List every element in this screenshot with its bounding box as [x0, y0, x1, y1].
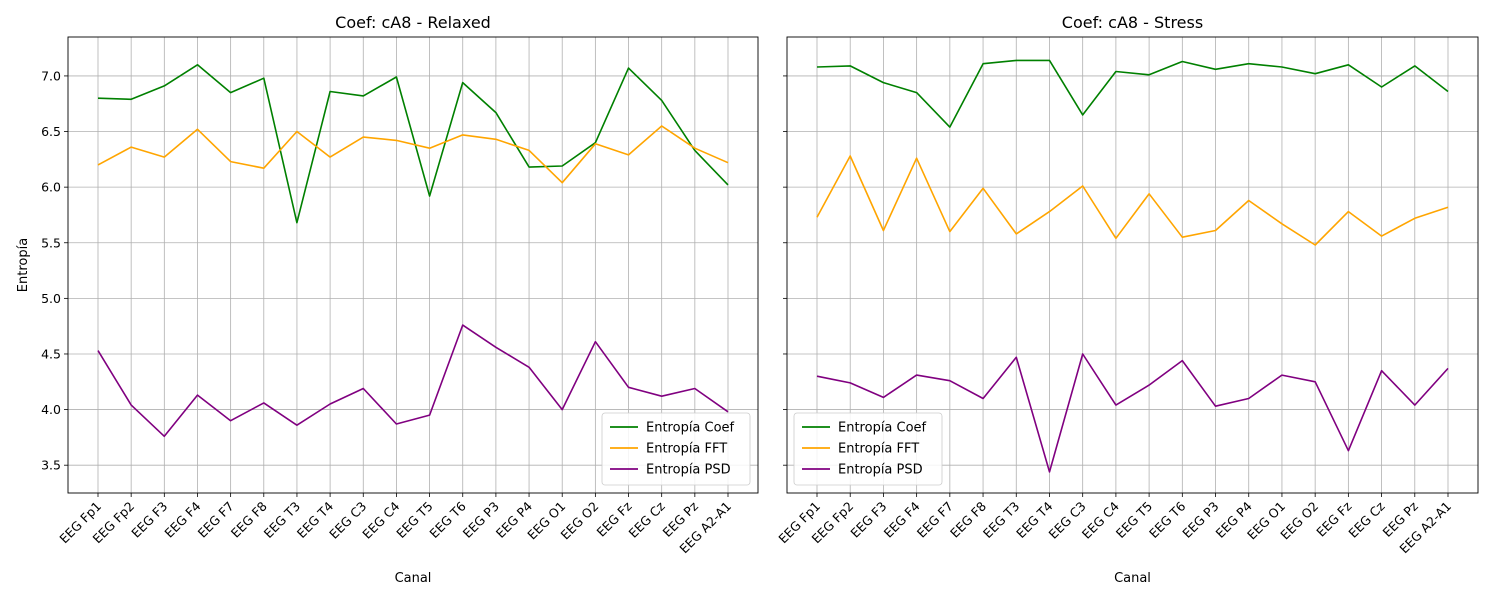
x-tick-label: EEG C4 [359, 498, 402, 541]
y-tick-label: 4.5 [41, 346, 61, 361]
y-tick-label: 5.5 [41, 235, 61, 250]
plot-frame [786, 36, 1479, 494]
x-tick-label: EEG Cz [1345, 498, 1388, 541]
x-tick-label: EEG F7 [914, 499, 956, 541]
series-line-entrop-a-psd [816, 353, 1449, 473]
legend: Entropía Coef Entropía FFT Entropía PSD [601, 412, 751, 486]
x-tick-label: EEG Cz [626, 498, 669, 541]
legend-entry: Entropía FFT [838, 442, 919, 457]
x-tick-label: EEG P3 [1179, 499, 1221, 541]
series-line-entrop-a-fft [97, 125, 729, 184]
chart-title: Coef: cA8 - Stress [1062, 13, 1203, 32]
x-tick-label: EEG C4 [1079, 498, 1122, 541]
legend-entry: Entropía Coef [838, 421, 927, 436]
series-line-entrop-a-coef [816, 59, 1449, 128]
legend-entry: Entropía PSD [646, 463, 731, 478]
x-axis-label: Canal [1114, 571, 1151, 586]
x-tick-label: EEG F3 [128, 499, 170, 541]
x-tick-label: EEG F7 [195, 499, 237, 541]
legend-entry: Entropía FFT [646, 442, 727, 457]
legend-entry: Entropía Coef [646, 421, 735, 436]
y-tick-label: 6.0 [41, 180, 61, 195]
x-tick-label: EEG F4 [881, 498, 923, 540]
y-tick-label: 5.0 [41, 291, 61, 306]
x-tick-label: EEG F4 [161, 498, 203, 540]
y-tick-label: 3.5 [41, 458, 61, 473]
chart-title: Coef: cA8 - Relaxed [335, 13, 491, 32]
series-line-entrop-a-fft [816, 155, 1449, 246]
series-line-entrop-a-coef [97, 64, 729, 224]
x-tick-label: EEG T6 [426, 498, 468, 540]
y-tick-label: 6.5 [41, 124, 61, 139]
plot-frame [67, 36, 759, 494]
x-tick-label: EEG F3 [847, 499, 889, 541]
series-line-entrop-a-psd [97, 324, 729, 438]
legend: Entropía Coef Entropía FFT Entropía PSD [793, 412, 943, 486]
legend-box [793, 412, 943, 486]
y-tick-label: 7.0 [41, 68, 61, 83]
x-axis-label: Canal [395, 571, 432, 586]
legend-entry: Entropía PSD [838, 463, 923, 478]
y-tick-label: 4.0 [41, 402, 61, 417]
legend-box [601, 412, 751, 486]
y-axis-label: Entropía [16, 238, 31, 292]
x-tick-label: EEG T6 [1146, 498, 1188, 540]
